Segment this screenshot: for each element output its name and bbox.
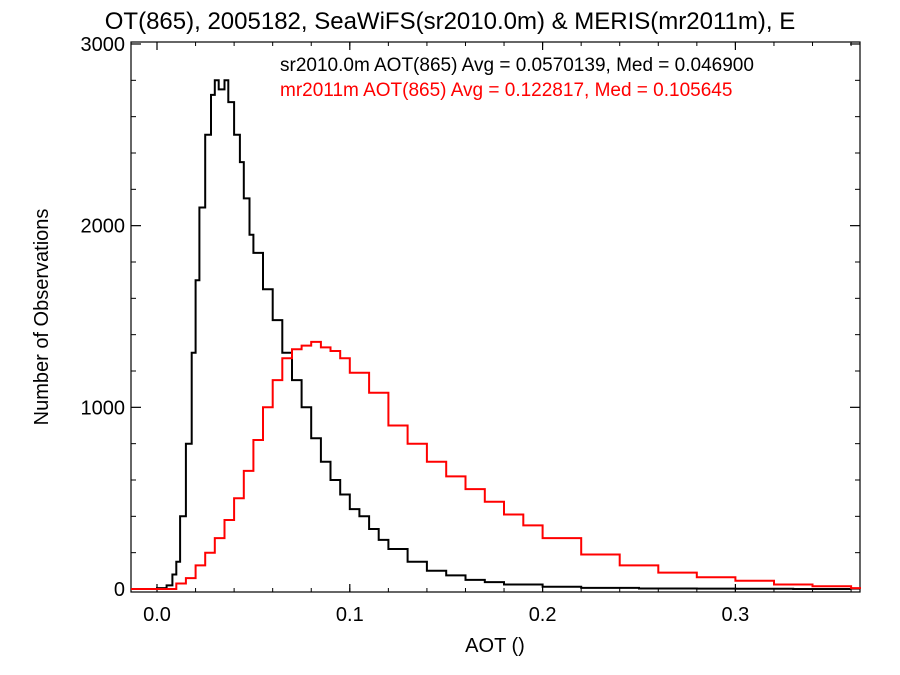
chart-title: OT(865), 2005182, SeaWiFS(sr2010.0m) & M…: [105, 8, 795, 35]
y-tick-label: 0: [114, 579, 125, 601]
y-tick-label: 3000: [81, 34, 126, 56]
plot-axes: 0.0 0.1 0.2 0.3 0 1000 2000 3000: [81, 34, 861, 626]
y-axis-label: Number of Observations: [31, 209, 53, 426]
annotation-sr2010-stats: sr2010.0m AOT(865) Avg = 0.0570139, Med …: [280, 55, 754, 76]
series-layer: [131, 79, 861, 590]
series-line-sr2010: [131, 79, 852, 590]
plot-frame: [130, 41, 861, 593]
series-line-mr2011: [131, 340, 861, 590]
x-tick-label: 0.1: [336, 604, 364, 626]
x-tick-label: 0.2: [529, 604, 557, 626]
y-tick-label: 2000: [81, 216, 126, 238]
x-tick-label: 0.3: [721, 604, 749, 626]
y-tick-label: 1000: [81, 397, 126, 419]
annotation-mr2011-stats: mr2011m AOT(865) Avg = 0.122817, Med = 0…: [280, 80, 732, 101]
x-axis-label: AOT (): [465, 635, 525, 657]
x-tick-label: 0.0: [143, 604, 171, 626]
